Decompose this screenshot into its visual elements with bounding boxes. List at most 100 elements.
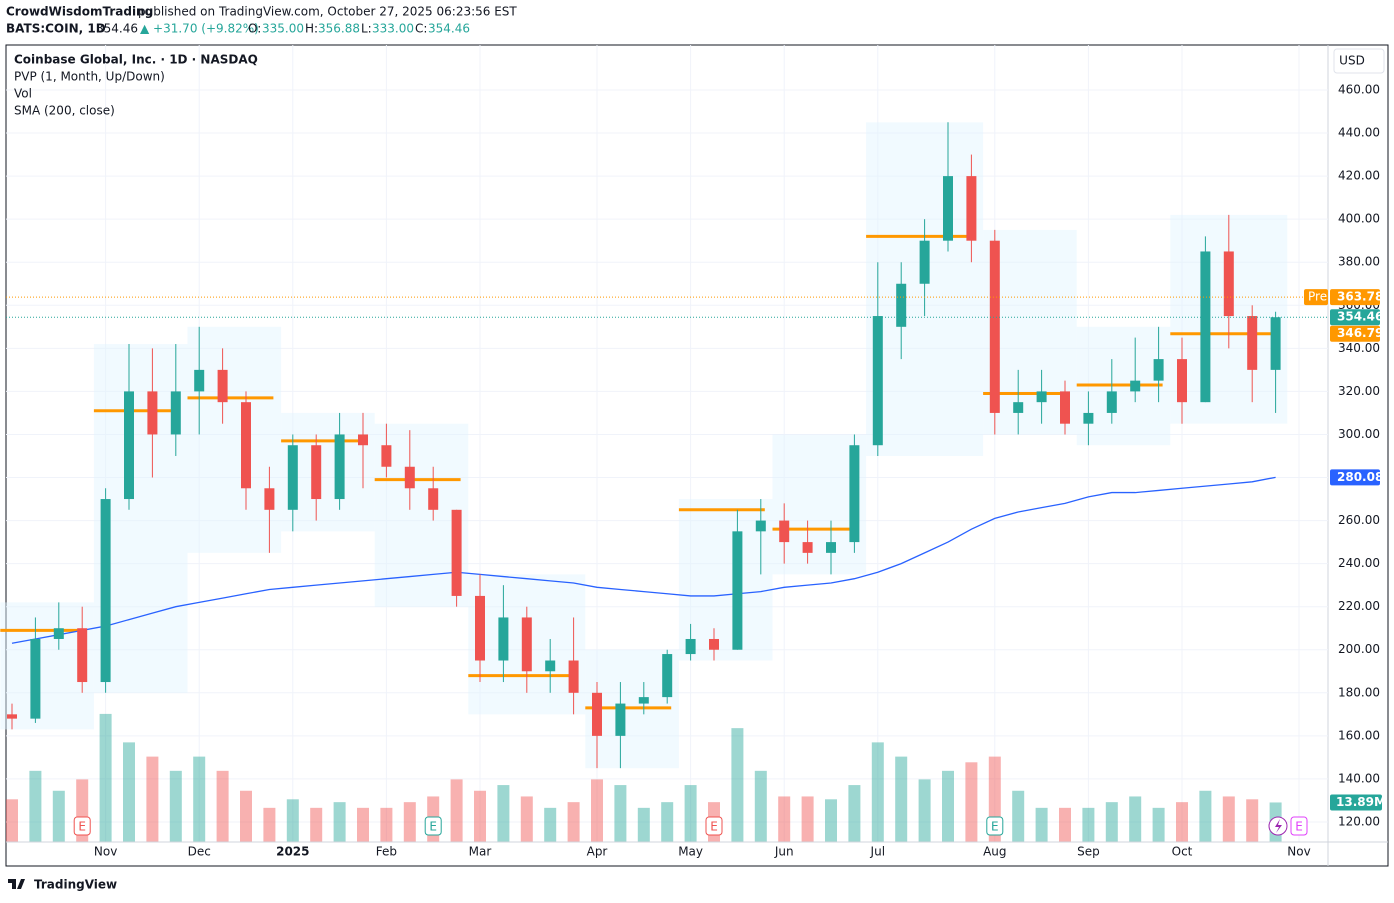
- candle-body: [498, 617, 509, 661]
- open: 335.00: [262, 22, 304, 36]
- volume-bar: [146, 756, 159, 842]
- candle-body: [943, 176, 953, 241]
- volume-bar: [1035, 807, 1048, 842]
- volume-bar: [544, 807, 557, 842]
- volume-bar: [731, 728, 744, 842]
- volume-tag-box: [1330, 794, 1382, 811]
- volume-bar: [1012, 790, 1025, 842]
- volume-bar: [1105, 802, 1118, 842]
- candle-body: [264, 488, 275, 510]
- volume-bar: [286, 799, 299, 842]
- y-tick-label: 140.00: [1338, 771, 1380, 785]
- x-tick-label: Nov: [1287, 845, 1310, 859]
- candle-body: [1013, 402, 1024, 413]
- event-marker[interactable]: [1290, 816, 1308, 836]
- y-tick-label: 460.00: [1338, 82, 1380, 96]
- volume-bar: [778, 796, 791, 842]
- indicator: SMA (200, close): [14, 104, 115, 118]
- indicator: PVP (1, Month, Up/Down): [14, 70, 165, 84]
- candle-body: [1036, 391, 1047, 403]
- sma-price-box: [1330, 469, 1380, 486]
- candle-body: [358, 434, 368, 446]
- profile-box: [187, 326, 282, 553]
- event-label: E: [1295, 820, 1303, 834]
- candle-body: [287, 445, 298, 510]
- volume-bar: [661, 802, 674, 842]
- volume-bar: [754, 770, 767, 842]
- event-marker[interactable]: [73, 816, 91, 836]
- c-label: C:: [415, 22, 427, 36]
- premarket-price: 363.78: [1337, 290, 1383, 304]
- candle-body: [615, 703, 626, 736]
- y-tick-label: 160.00: [1338, 728, 1380, 742]
- volume-bar: [357, 807, 369, 842]
- volume-bar: [1246, 799, 1259, 842]
- o-label: O:: [248, 22, 261, 36]
- brand: TradingView: [34, 878, 117, 892]
- candle-body: [685, 638, 696, 655]
- x-tick-label: Sep: [1077, 845, 1100, 859]
- volume-bar: [1129, 796, 1142, 842]
- candle-body: [1083, 412, 1094, 424]
- event-marker[interactable]: [424, 816, 442, 836]
- candle-body: [896, 283, 907, 327]
- volume-bar: [263, 807, 276, 842]
- volume-bar: [895, 756, 908, 842]
- candle-body: [592, 692, 602, 736]
- volume-bar: [474, 790, 486, 842]
- candle-body: [1106, 391, 1117, 413]
- x-tick-label: Mar: [469, 845, 492, 859]
- x-tick-label: Nov: [94, 845, 117, 859]
- volume-bar: [310, 807, 323, 842]
- candle-body: [545, 660, 556, 672]
- close: 354.46: [428, 22, 470, 36]
- y-tick-label: 120.00: [1338, 814, 1380, 828]
- currency-button[interactable]: [1333, 48, 1385, 74]
- candle-body: [826, 542, 836, 553]
- volume-bar: [520, 796, 533, 842]
- y-tick-label: 220.00: [1338, 599, 1380, 613]
- y-tick-label: 180.00: [1338, 685, 1380, 699]
- candle-body: [662, 654, 673, 698]
- x-tick-label: Feb: [376, 845, 397, 859]
- volume-bar: [1222, 796, 1235, 842]
- candle-body: [802, 542, 813, 553]
- volume-bar: [567, 802, 580, 842]
- event-label: E: [429, 820, 437, 834]
- volume-bar: [403, 802, 416, 842]
- premarket-price-box: [1330, 289, 1380, 306]
- volume-bar: [99, 713, 112, 842]
- x-tick-label: Apr: [587, 845, 608, 859]
- volume-bar: [637, 807, 650, 842]
- l-label: L:: [361, 22, 372, 36]
- volume-tag: 13.89M: [1336, 795, 1386, 809]
- candle-body: [451, 509, 462, 596]
- candle-body: [755, 520, 766, 532]
- volume-bar: [52, 790, 65, 842]
- chart-title: Coinbase Global, Inc. · 1D · NASDAQ: [14, 53, 258, 67]
- event-marker[interactable]: [986, 816, 1004, 836]
- currency[interactable]: USD: [1339, 54, 1365, 68]
- volume-bar: [684, 785, 697, 842]
- candle-body: [311, 445, 322, 500]
- event-label: E: [710, 820, 718, 834]
- candle-body: [1223, 251, 1234, 317]
- event-label: E: [991, 820, 999, 834]
- candle-body: [521, 617, 532, 672]
- y-tick-label: 240.00: [1338, 556, 1380, 570]
- volume-bar: [216, 770, 229, 842]
- candle-body: [919, 240, 930, 284]
- event-marker[interactable]: [705, 816, 723, 836]
- volume-bar: [942, 770, 954, 842]
- candle-body: [1247, 316, 1258, 370]
- volume-bar: [965, 762, 978, 842]
- volume-bar: [848, 785, 861, 842]
- x-tick-label: Jul: [870, 845, 885, 859]
- candle-body: [194, 369, 205, 392]
- candle-body: [241, 402, 251, 489]
- candle-body: [1270, 317, 1281, 370]
- published: published on TradingView.com, October 27…: [138, 5, 517, 19]
- volume-bar: [450, 779, 463, 842]
- candle-body: [1200, 251, 1211, 403]
